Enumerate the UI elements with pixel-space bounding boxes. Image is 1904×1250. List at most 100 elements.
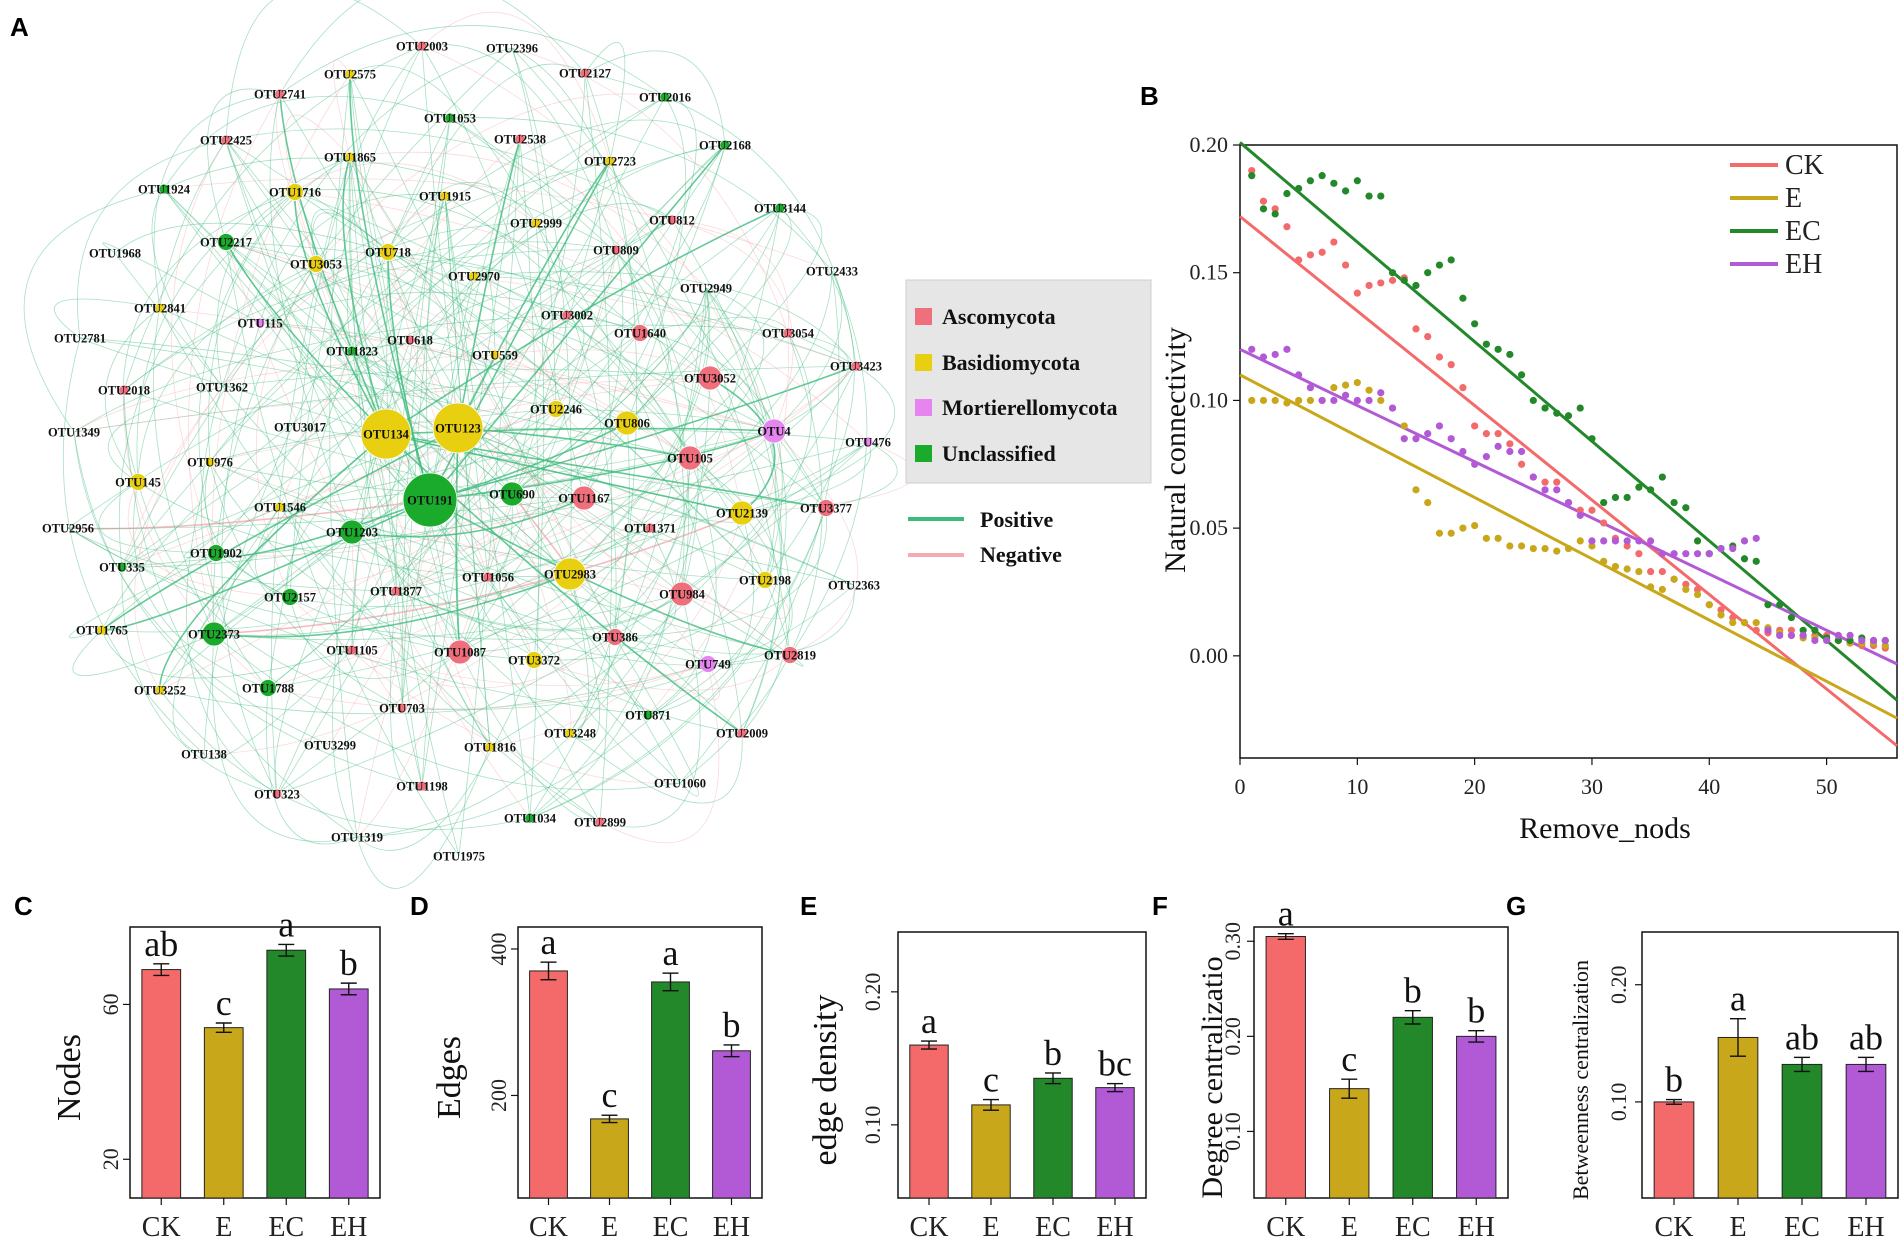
y-tick-label: 20	[98, 1148, 123, 1170]
otu-label: OTU718	[365, 246, 411, 260]
positive-edge	[209, 461, 461, 653]
positive-edge	[566, 314, 775, 432]
point-eh	[1858, 636, 1866, 645]
otu-node	[484, 741, 496, 753]
otu-label: OTU3252	[134, 684, 186, 698]
point-ec	[1494, 345, 1502, 353]
otu-label: OTU2003	[396, 40, 448, 54]
positive-edge	[279, 25, 666, 98]
positive-edge	[395, 144, 726, 592]
positive-edge	[101, 527, 651, 633]
otu-label: OTU1203	[326, 526, 378, 540]
positive-edge	[279, 506, 709, 665]
point-eh	[1424, 430, 1432, 438]
positive-edge	[387, 251, 711, 379]
point-eh	[1283, 345, 1291, 353]
negative-edge	[159, 422, 628, 691]
positive-edge	[62, 337, 205, 755]
positive-edge	[615, 249, 690, 595]
otu-label: OTU3053	[290, 258, 342, 272]
point-e	[1729, 619, 1737, 627]
otu-label: OTU1034	[504, 812, 557, 826]
positive-edge	[259, 322, 628, 424]
positive-edge	[101, 629, 353, 679]
point-ck	[1635, 550, 1643, 558]
positive-edge	[569, 573, 601, 741]
positive-edge	[163, 188, 571, 575]
positive-edge	[709, 377, 791, 734]
point-eh	[1459, 447, 1467, 456]
point-e	[1447, 529, 1455, 537]
positive-edge	[123, 249, 617, 391]
otu-node	[217, 233, 235, 251]
positive-edge	[639, 96, 697, 334]
positive-edge	[225, 241, 775, 432]
positive-edge	[329, 73, 358, 838]
negative-edge	[203, 527, 651, 755]
positive-edge	[584, 72, 613, 823]
otu-label: OTU1915	[419, 190, 471, 204]
negative-edge	[315, 263, 857, 367]
negative-edge	[67, 499, 431, 530]
x-tick-label: EC	[653, 1212, 689, 1243]
point-e	[1740, 619, 1749, 627]
positive-edge	[444, 195, 489, 578]
otu-label: OTU976	[187, 456, 233, 470]
positive-edge	[529, 457, 691, 819]
otu-label: OTU1823	[326, 345, 378, 359]
positive-edge	[533, 579, 766, 661]
negative-edge	[188, 93, 281, 635]
significance-letter: b	[1044, 1033, 1062, 1073]
panel-letter-g: G	[1506, 891, 1526, 921]
negative-edge	[395, 365, 857, 592]
positive-edge	[73, 431, 423, 787]
point-eh	[1353, 396, 1361, 405]
point-e	[1400, 422, 1408, 430]
y-axis-label: Nodes	[51, 1034, 88, 1121]
positive-edge	[121, 96, 666, 568]
point-e	[1611, 562, 1620, 571]
otu-node	[274, 501, 286, 513]
network-nodes: OTU2003 OTU2396 OTU2127 OTU2575 OTU2741 OTU20…	[42, 40, 891, 864]
positive-edge	[79, 337, 628, 424]
bar-e	[971, 1104, 1011, 1199]
edge-density-bar-chart: 0.10 0.20 a CK c Eb EC bc EH edge density	[807, 931, 1147, 1243]
positive-edge	[225, 241, 387, 435]
point-ec	[1529, 396, 1537, 405]
otu-node	[259, 679, 277, 697]
nodes-bar-chart: 20 60 ab CK c Ea EC b EH Nodes	[51, 904, 381, 1243]
negative-edge	[73, 377, 711, 433]
positive-edge	[225, 139, 649, 716]
point-eh	[1729, 544, 1737, 553]
y-tick-label: 0.20	[1220, 1017, 1245, 1056]
positive-edge	[825, 441, 898, 509]
fit-line-ck	[1239, 215, 1898, 747]
positive-edge	[225, 0, 423, 141]
positive-edge	[421, 45, 459, 429]
point-e	[1517, 542, 1526, 550]
x-tick-label: 0	[1235, 774, 1246, 799]
otu-node	[761, 418, 787, 444]
panel-letter-c: C	[14, 891, 33, 921]
negative-edge	[279, 408, 557, 508]
positive-edge	[104, 307, 161, 483]
positive-edge	[584, 42, 626, 162]
negative-edge	[315, 93, 666, 265]
point-eh	[1412, 435, 1420, 443]
x-tick-label: CK	[1266, 1212, 1305, 1243]
otu-node	[416, 780, 428, 792]
point-e	[1705, 601, 1713, 609]
otu-node	[468, 270, 480, 282]
point-eh	[1341, 391, 1350, 399]
negative-edge	[773, 430, 859, 656]
point-e	[1459, 524, 1467, 532]
positive-edge	[487, 493, 513, 578]
point-eh	[1494, 442, 1502, 450]
plot-frame	[1239, 144, 1898, 759]
otu-label: OTU123	[435, 422, 481, 436]
positive-edge	[351, 144, 726, 352]
point-eh	[1248, 345, 1256, 353]
positive-edge	[294, 191, 387, 435]
point-ec	[1635, 483, 1643, 491]
otu-label: OTU1765	[76, 624, 128, 638]
